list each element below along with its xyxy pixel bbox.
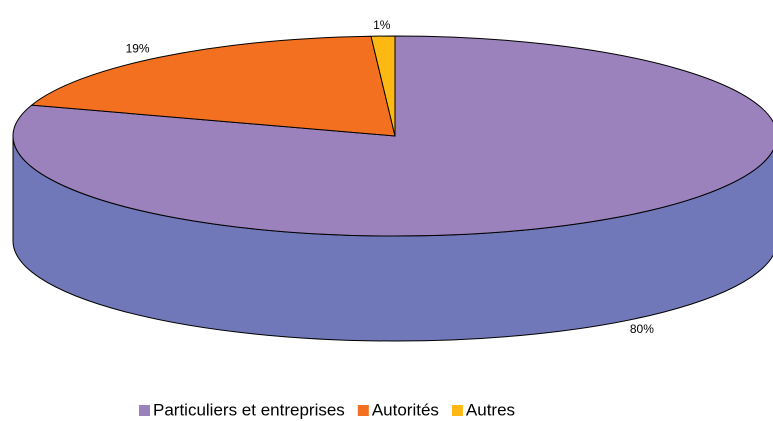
legend-label: Particuliers et entreprises [153,400,345,419]
legend-label: Autorités [372,400,439,419]
legend-swatch [451,405,463,416]
legend-swatch [357,405,369,416]
pie-slice [370,35,396,137]
pie-slice [30,35,396,137]
value-label: 19% [126,41,150,55]
legend-swatch [139,405,150,416]
value-label: 1% [373,18,391,32]
legend-label: Autres [466,400,515,419]
value-label: 80% [630,322,654,336]
